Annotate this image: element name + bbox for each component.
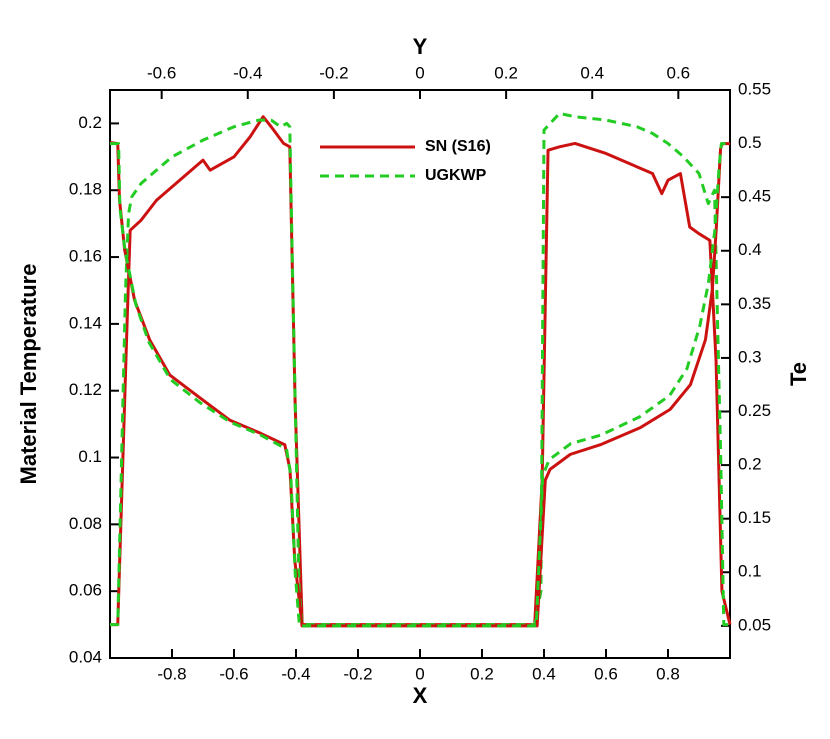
y2-axis-title: Te bbox=[786, 362, 811, 386]
y2-tick-label: 0.5 bbox=[738, 133, 762, 152]
data-line bbox=[110, 111, 730, 627]
y-tick-label: 0.04 bbox=[69, 647, 102, 666]
x-tick-label: 0.6 bbox=[594, 664, 618, 683]
y-tick-label: 0.06 bbox=[69, 581, 102, 600]
y2-tick-label: 0.1 bbox=[738, 562, 762, 581]
y2-tick-label: 0.4 bbox=[738, 240, 762, 259]
y-tick-label: 0.14 bbox=[69, 313, 102, 332]
x2-axis-title: Y bbox=[413, 34, 428, 59]
x-tick-label: -0.4 bbox=[281, 664, 310, 683]
plot-frame bbox=[109, 89, 731, 659]
x-tick-label: -0.8 bbox=[157, 664, 186, 683]
data-line bbox=[110, 142, 730, 628]
data-line bbox=[110, 115, 732, 627]
y-axis-title: Material Temperature bbox=[16, 264, 41, 485]
x-tick-label: -0.6 bbox=[219, 664, 248, 683]
y-tick-label: 0.2 bbox=[78, 113, 102, 132]
y-tick-label: 0.1 bbox=[78, 447, 102, 466]
y-tick-label: 0.18 bbox=[69, 180, 102, 199]
x-tick-label: 0.2 bbox=[470, 664, 494, 683]
y2-tick-label: 0.15 bbox=[738, 508, 771, 527]
x2-tick-label: -0.6 bbox=[147, 63, 176, 82]
y2-tick-label: 0.35 bbox=[738, 294, 771, 313]
x-tick-label: -0.2 bbox=[343, 664, 372, 683]
y2-tick-label: 0.55 bbox=[738, 79, 771, 98]
x-tick-label: 0.4 bbox=[532, 664, 556, 683]
legend-label: SN (S16) bbox=[425, 138, 491, 155]
x-tick-label: 0 bbox=[415, 664, 424, 683]
y2-tick-label: 0.2 bbox=[738, 455, 762, 474]
y2-tick-label: 0.45 bbox=[738, 187, 771, 206]
x2-tick-label: 0.4 bbox=[580, 63, 604, 82]
y-tick-label: 0.16 bbox=[69, 247, 102, 266]
y-tick-label: 0.12 bbox=[69, 380, 102, 399]
y2-tick-label: 0.25 bbox=[738, 401, 771, 420]
y-tick-label: 0.08 bbox=[69, 514, 102, 533]
x2-tick-label: -0.4 bbox=[233, 63, 262, 82]
y2-tick-label: 0.3 bbox=[738, 347, 762, 366]
x2-tick-label: 0 bbox=[415, 63, 424, 82]
x-axis-title: X bbox=[413, 683, 428, 708]
x2-tick-label: 0.2 bbox=[494, 63, 518, 82]
x2-tick-label: -0.2 bbox=[319, 63, 348, 82]
data-line bbox=[109, 141, 730, 628]
x-tick-label: 0.8 bbox=[656, 664, 680, 683]
legend-label: UGKWP bbox=[425, 167, 487, 184]
x2-tick-label: 0.6 bbox=[667, 63, 691, 82]
y2-tick-label: 0.05 bbox=[738, 615, 771, 634]
